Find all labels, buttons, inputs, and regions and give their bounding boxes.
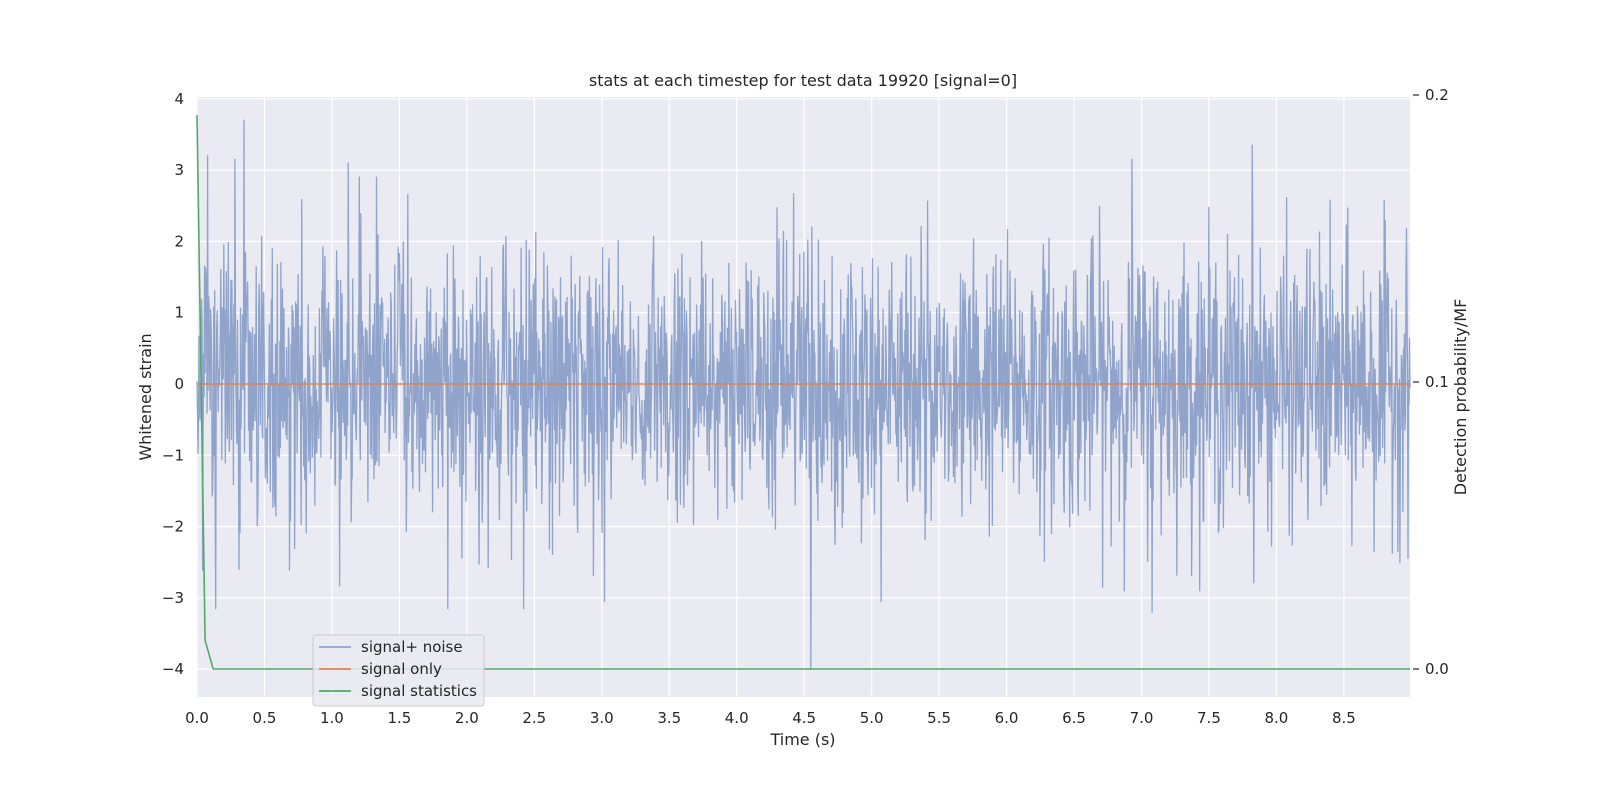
legend-label-signal-statistics: signal statistics [361, 682, 477, 700]
x-tick-label: 6.0 [995, 709, 1019, 727]
y-axis-label: Whitened strain [136, 333, 155, 460]
y-tick-label: 0 [174, 375, 184, 393]
x-tick-label: 5.5 [927, 709, 951, 727]
y-tick-label: −1 [162, 446, 184, 464]
y2-axis-ticks: 0.2 0.1 0.0 [1413, 86, 1449, 678]
y-tick-label: 3 [174, 161, 184, 179]
x-tick-label: 7.5 [1197, 709, 1221, 727]
x-tick-label: 4.0 [725, 709, 749, 727]
series-line-signal-statistics [196, 115, 1410, 670]
series-line-signal-plus-noise [196, 119, 1411, 670]
y-tick-label: −4 [162, 660, 184, 678]
legend-label-signal-plus-noise: signal+ noise [361, 638, 463, 656]
y-axis-ticks: 4 3 2 1 0 −1 −2 −3 −4 [162, 90, 184, 678]
x-tick-label: 1.5 [387, 709, 411, 727]
x-tick-label: 7.0 [1130, 709, 1154, 727]
x-tick-label: 8.5 [1332, 709, 1356, 727]
x-axis-ticks: 0.0 0.5 1.0 1.5 2.0 2.5 3.0 3.5 4.0 4.5 5.0 5.5 6.0 6… [185, 709, 1356, 727]
x-tick-label: 8.0 [1264, 709, 1288, 727]
y-tick-label: 2 [174, 232, 184, 250]
y-tick-label: 4 [174, 90, 184, 108]
legend-box [312, 634, 485, 707]
y2-tick-label: 0.0 [1425, 660, 1449, 678]
y-tick-label: −2 [162, 518, 184, 536]
x-tick-label: 6.5 [1062, 709, 1086, 727]
x-axis-label: Time (s) [769, 730, 835, 749]
series-signal-statistics [196, 115, 1410, 670]
y2-axis-label: Detection probability/MF [1451, 299, 1470, 496]
x-tick-label: 0.5 [253, 709, 277, 727]
legend: signal+ noise signal only signal statist… [312, 634, 485, 707]
y-tick-label: 1 [174, 304, 184, 322]
y-tick-label: −3 [162, 589, 184, 607]
x-tick-label: 3.0 [590, 709, 614, 727]
x-tick-label: 5.0 [860, 709, 884, 727]
y2-tick-label: 0.2 [1425, 86, 1449, 104]
series-signal-plus-noise [196, 119, 1411, 670]
x-tick-label: 4.5 [792, 709, 816, 727]
x-tick-label: 3.5 [657, 709, 681, 727]
chart-title: stats at each timestep for test data 199… [589, 71, 1017, 90]
x-tick-label: 2.0 [455, 709, 479, 727]
x-tick-label: 2.5 [522, 709, 546, 727]
y2-tick-label: 0.1 [1425, 373, 1449, 391]
x-tick-label: 1.0 [320, 709, 344, 727]
x-tick-label: 0.0 [185, 709, 209, 727]
legend-label-signal-only: signal only [361, 660, 442, 678]
